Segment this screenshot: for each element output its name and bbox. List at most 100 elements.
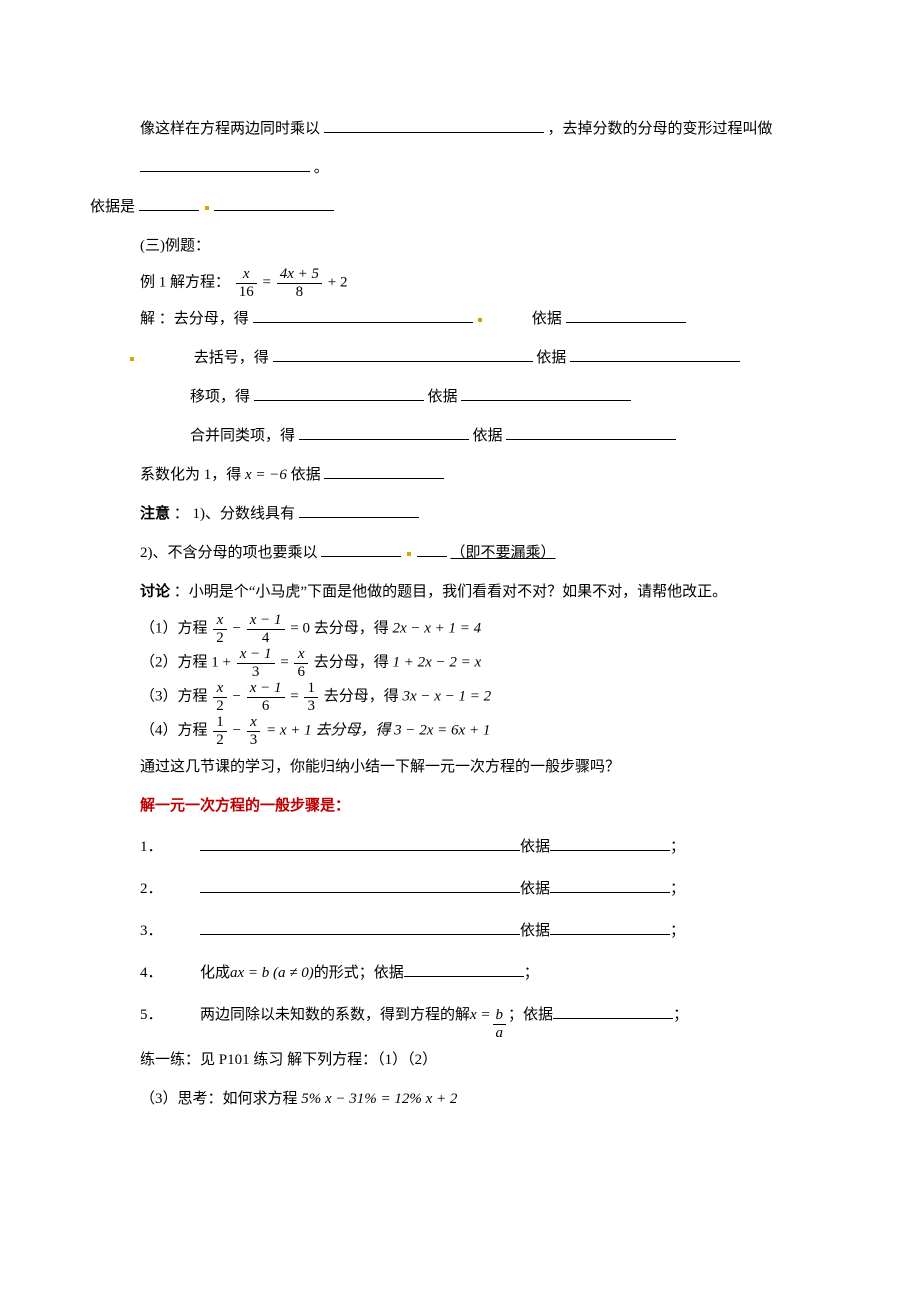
denominator: 3 (304, 698, 318, 715)
para-basis: 依据是 (90, 188, 830, 227)
blank (324, 464, 444, 479)
denominator: 16 (236, 284, 257, 301)
text: 合并同类项，得 (190, 428, 295, 444)
heading-text: 解一元一次方程的一般步骤是： (140, 798, 350, 814)
minus: − (233, 620, 241, 636)
denominator: a (493, 1025, 507, 1042)
step-5: 系数化为 1，得 x = −6 依据 (90, 456, 830, 495)
text: 解 ：去分母，得 (140, 311, 249, 327)
blank (570, 347, 740, 362)
blank (324, 118, 544, 133)
heading-text: (三)例题： (140, 238, 210, 254)
step-number: 2． (140, 868, 200, 910)
example-1: 例 1 解方程： x 16 = 4x + 5 8 + 2 (90, 266, 830, 300)
text: 去分母，得 (324, 688, 403, 704)
step-1: 解 ：去分母，得 依据 (90, 300, 830, 339)
blank (273, 347, 533, 362)
text: （4）方程 (140, 722, 208, 738)
fraction: x − 1 4 (247, 612, 285, 646)
minus: − (233, 688, 241, 704)
discuss-2: （2）方程 1 + x − 1 3 = x 6 去分母，得 1 + 2x − 2… (90, 646, 830, 680)
discuss-3: （3）方程 x 2 − x − 1 6 = 1 3 去分母，得 3x − x −… (90, 680, 830, 714)
step-number: 4． (140, 952, 200, 994)
numerator: x − 1 (247, 680, 285, 698)
step-3: 移项，得 依据 (90, 378, 830, 417)
label: 注意 (140, 506, 170, 522)
text: 的形式；依据 (314, 952, 404, 994)
semicolon: ； (670, 826, 685, 868)
fraction: x 2 (213, 680, 227, 714)
numerator: x − 1 (247, 612, 285, 630)
step-number: 5． (140, 994, 200, 1036)
text: = 0 去分母，得 (290, 620, 392, 636)
text: 系数化为 1，得 (140, 467, 245, 483)
document-page: 像这样在方程两边同时乘以 ，去掉分数的分母的变形过程叫做 。 依据是 (三)例题… (0, 0, 920, 1302)
equation: 5% x − 31% = 12% x + 2 (301, 1091, 457, 1107)
fraction: x 6 (294, 646, 308, 680)
blank (139, 196, 199, 211)
fraction: x 2 (213, 612, 227, 646)
blank (550, 878, 670, 893)
equation: x = −6 (245, 467, 287, 483)
one-plus: 1 + (211, 654, 231, 670)
step-4: 合并同类项，得 依据 (90, 417, 830, 456)
text: 依据 (473, 428, 503, 444)
equation: ax = b (a ≠ 0) (230, 952, 314, 994)
para-multiply-both-sides: 像这样在方程两边同时乘以 ，去掉分数的分母的变形过程叫做 。 (90, 110, 830, 188)
denominator: 6 (247, 698, 285, 715)
text: （3）方程 (140, 688, 208, 704)
general-step-2: 2． 依据 ； (90, 868, 830, 910)
denominator: 2 (213, 698, 227, 715)
practice: 练一练：见 P101 练习 解下列方程：（1）（2） (90, 1041, 830, 1080)
blank (254, 386, 424, 401)
fraction: x 16 (236, 266, 257, 300)
equals: = (290, 688, 298, 704)
note-1: 注意 ： 1)、分数线具有 (90, 495, 830, 534)
general-step-4: 4． 化成 ax = b (a ≠ 0) 的形式；依据 ； (90, 952, 830, 994)
discussion: 讨论 ：小明是个“小马虎”下面是他做的题目，我们看看对不对？如果不对，请帮他改正… (90, 573, 830, 612)
text: 。 (314, 160, 329, 176)
fraction: x − 1 3 (237, 646, 275, 680)
step-number: 3． (140, 910, 200, 952)
step-2: 去括号，得 依据 (90, 339, 830, 378)
numerator: 4x + 5 (277, 266, 322, 284)
text: 化成 (200, 952, 230, 994)
blank (321, 542, 401, 557)
numerator: x (294, 646, 308, 664)
blank (140, 157, 310, 172)
numerator: x (213, 612, 227, 630)
equation: 2x − x + 1 = 4 (392, 620, 481, 636)
text: 像这样在方程两边同时乘以 (140, 121, 320, 137)
dot-icon (130, 357, 134, 361)
fraction: 1 3 (304, 680, 318, 714)
fraction: b a (493, 1007, 507, 1041)
blank (553, 1004, 673, 1019)
general-step-5: 5． 两边同除以未知数的系数，得到方程的解 x = b a ；依据 ； (90, 994, 830, 1041)
dot-icon (205, 206, 209, 210)
blank (200, 878, 520, 893)
text: （1）方程 (140, 620, 208, 636)
section-heading: (三)例题： (90, 227, 830, 266)
denominator: 2 (213, 732, 227, 749)
semicolon: ； (673, 994, 688, 1036)
fraction: x − 1 6 (247, 680, 285, 714)
denominator: 8 (277, 284, 322, 301)
text: ：小明是个“小马虎”下面是他做的题目，我们看看对不对？如果不对，请帮他改正。 (174, 584, 727, 600)
semicolon: ； (670, 910, 685, 952)
numerator: x − 1 (237, 646, 275, 664)
think: （3）思考：如何求方程 5% x − 31% = 12% x + 2 (90, 1080, 830, 1119)
general-step-3: 3． 依据 ； (90, 910, 830, 952)
numerator: 1 (213, 714, 227, 732)
dot-icon (407, 552, 411, 556)
text: ；依据 (508, 994, 553, 1036)
equation: 1 + 2x − 2 = x (393, 654, 482, 670)
numerator: x (236, 266, 257, 284)
text: 练一练：见 P101 练习 解下列方程：（1）（2） (140, 1052, 437, 1068)
numerator: x (213, 680, 227, 698)
blank (200, 836, 520, 851)
blank (461, 386, 631, 401)
fraction: 4x + 5 8 (277, 266, 322, 300)
semicolon: ； (670, 868, 685, 910)
text: 依据 (428, 389, 458, 405)
blank (214, 196, 334, 211)
